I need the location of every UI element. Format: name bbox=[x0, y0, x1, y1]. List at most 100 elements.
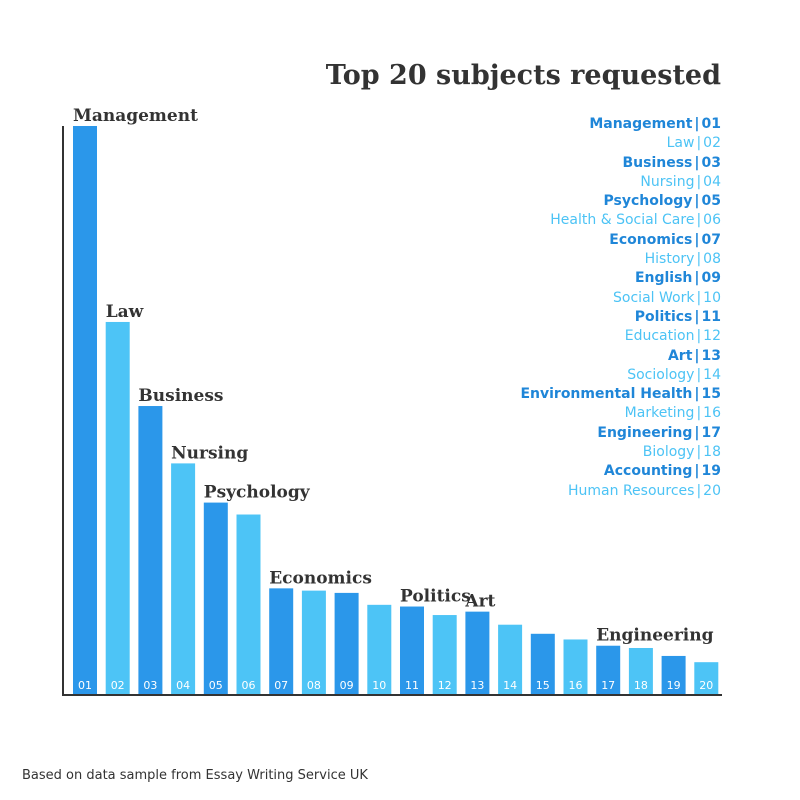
legend-item-name: Environmental Health bbox=[520, 386, 693, 403]
legend-item-number: 19 bbox=[701, 463, 721, 480]
legend-item: Sociology | 14 bbox=[627, 366, 721, 383]
legend: Management | 01 Law | 02 Business | 03 Nursing | 04… bbox=[520, 115, 721, 501]
bar-15 bbox=[530, 633, 555, 694]
legend-item-number: 11 bbox=[701, 308, 721, 325]
legend-item-number: 15 bbox=[701, 386, 721, 403]
bar-03 bbox=[138, 406, 163, 694]
legend-item-name: Biology bbox=[642, 444, 695, 461]
bar-08 bbox=[301, 590, 326, 694]
legend-item-number: 09 bbox=[701, 270, 721, 287]
legend-item-name: Business bbox=[622, 154, 693, 171]
legend-item-number: 04 bbox=[703, 173, 721, 190]
bar-01 bbox=[73, 126, 97, 694]
legend-item: English | 09 bbox=[634, 270, 721, 287]
tick-label: 11 bbox=[405, 679, 419, 692]
legend-item-name: Social Work bbox=[613, 289, 695, 306]
bar-10 bbox=[367, 604, 392, 694]
legend-item-name: Human Resources bbox=[568, 482, 695, 499]
legend-item-name: Management bbox=[589, 116, 693, 132]
legend-item-number: 07 bbox=[701, 231, 721, 248]
legend-item-name: Sociology bbox=[627, 366, 695, 383]
tick-label: 20 bbox=[699, 679, 713, 692]
bar-05 bbox=[203, 502, 228, 694]
tick-label: 08 bbox=[307, 679, 321, 692]
legend-item: Social Work | 10 bbox=[613, 289, 721, 306]
legend-item: Marketing | 16 bbox=[624, 405, 721, 422]
legend-item: Environmental Health | 15 bbox=[520, 386, 721, 403]
bar-18 bbox=[628, 647, 653, 694]
source-note: Based on data sample from Essay Writing … bbox=[22, 768, 368, 783]
legend-item: Human Resources | 20 bbox=[568, 482, 721, 499]
legend-item: Politics | 11 bbox=[634, 308, 721, 325]
legend-item-number: 16 bbox=[703, 405, 721, 422]
legend-item: Management | 01 bbox=[589, 116, 721, 132]
bar-20 bbox=[694, 662, 719, 694]
legend-item: History | 08 bbox=[644, 251, 721, 268]
legend-item: Health & Social Care | 06 bbox=[550, 212, 721, 229]
bar-02 bbox=[105, 321, 130, 694]
bar-label: Management bbox=[73, 106, 198, 126]
legend-item: Law | 02 bbox=[666, 135, 721, 152]
legend-item-number: 08 bbox=[703, 251, 721, 268]
legend-item-name: Accounting bbox=[603, 463, 693, 480]
legend-item-number: 18 bbox=[703, 444, 721, 461]
legend-item-name: Education bbox=[624, 328, 695, 345]
tick-label: 09 bbox=[340, 679, 354, 692]
legend-item: Biology | 18 bbox=[642, 444, 721, 461]
tick-label: 10 bbox=[372, 679, 386, 692]
legend-item-number: 12 bbox=[703, 328, 721, 345]
tick-label: 01 bbox=[78, 679, 92, 692]
legend-item: Accounting | 19 bbox=[603, 463, 721, 480]
tick-label: 15 bbox=[536, 679, 550, 692]
tick-label: 12 bbox=[438, 679, 452, 692]
bar-14 bbox=[498, 624, 523, 694]
legend-item-name: Politics bbox=[634, 308, 693, 325]
legend-item: Art | 13 bbox=[667, 347, 721, 364]
bar-label: Business bbox=[138, 386, 223, 406]
tick-label: 13 bbox=[470, 679, 484, 692]
legend-item-name: Engineering bbox=[597, 424, 693, 441]
tick-label: 18 bbox=[634, 679, 648, 692]
bar-17 bbox=[596, 645, 621, 694]
bar-07 bbox=[269, 588, 294, 694]
legend-item-number: 02 bbox=[703, 135, 721, 152]
bar-04 bbox=[171, 463, 196, 694]
tick-label: 07 bbox=[274, 679, 288, 692]
legend-item-name: Marketing bbox=[624, 405, 695, 422]
legend-item-name: Economics bbox=[609, 231, 693, 248]
bar-label: Law bbox=[106, 302, 144, 322]
bar-19 bbox=[661, 655, 686, 694]
bar-label: Politics bbox=[400, 587, 471, 607]
legend-item-name: Art bbox=[667, 347, 693, 364]
tick-label: 04 bbox=[176, 679, 190, 692]
bar-06 bbox=[236, 514, 261, 694]
tick-label: 06 bbox=[242, 679, 256, 692]
bar-11 bbox=[400, 606, 424, 694]
legend-item-name: History bbox=[644, 251, 695, 268]
bar-label: Economics bbox=[269, 568, 372, 588]
tick-label: 19 bbox=[667, 679, 681, 692]
legend-item: Engineering | 17 bbox=[597, 424, 721, 441]
legend-item: Education | 12 bbox=[624, 328, 721, 345]
bar-label: Nursing bbox=[171, 443, 248, 463]
tick-label: 02 bbox=[111, 679, 125, 692]
legend-item-number: 17 bbox=[701, 424, 721, 441]
bar-13 bbox=[465, 611, 490, 694]
legend-item-number: 05 bbox=[701, 193, 721, 210]
tick-label: 03 bbox=[143, 679, 157, 692]
legend-item: Psychology | 05 bbox=[603, 193, 721, 210]
legend-item: Nursing | 04 bbox=[640, 173, 721, 190]
legend-item: Economics | 07 bbox=[609, 231, 721, 248]
legend-item-number: 20 bbox=[703, 482, 721, 499]
legend-item-name: Health & Social Care bbox=[550, 212, 695, 229]
bar-12 bbox=[432, 615, 457, 694]
bar-label: Art bbox=[464, 592, 495, 612]
legend-item-number: 13 bbox=[701, 347, 721, 364]
bar-label: Psychology bbox=[204, 483, 311, 503]
legend-item-number: 14 bbox=[703, 366, 721, 383]
chart-title: Top 20 subjects requested bbox=[325, 60, 721, 91]
legend-item-number: 03 bbox=[701, 154, 721, 171]
legend-item-name: English bbox=[634, 270, 693, 287]
tick-label: 14 bbox=[503, 679, 517, 692]
